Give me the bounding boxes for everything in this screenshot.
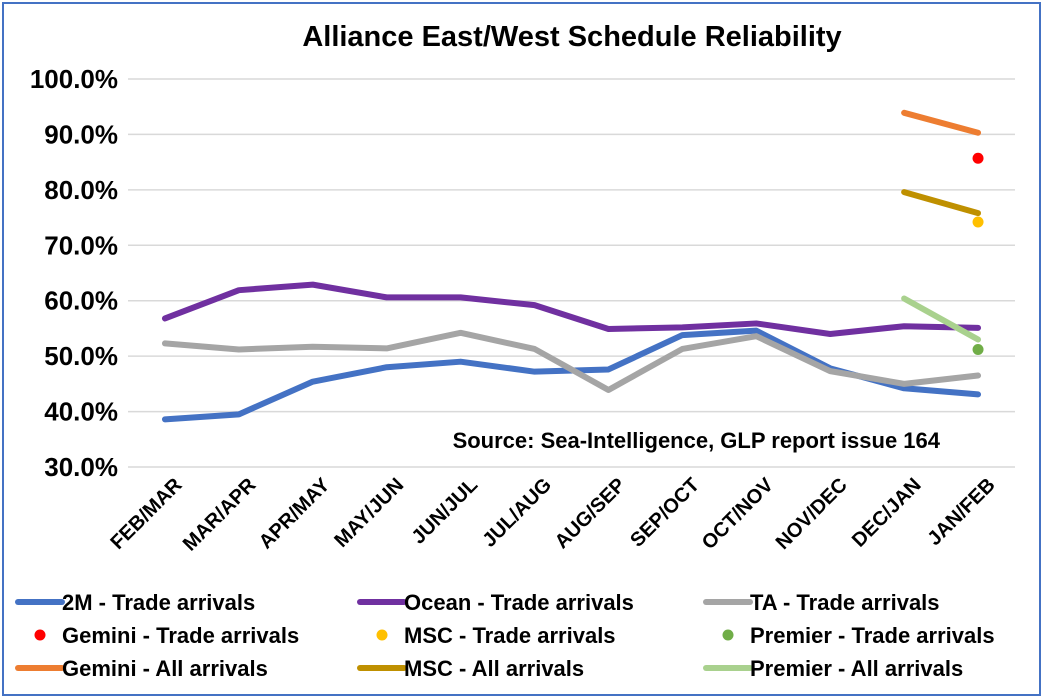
- legend-label: Premier - Trade arrivals: [750, 623, 995, 648]
- y-tick-label: 50.0%: [44, 341, 118, 371]
- legend-item: Gemini - All arrivals: [15, 656, 268, 681]
- x-tick-label: JUN/JUL: [408, 474, 483, 549]
- x-tick-label: APR/MAY: [255, 474, 335, 554]
- x-tick-label: DEC/JAN: [848, 474, 926, 552]
- legend-item: Premier - All arrivals: [703, 656, 963, 681]
- series-line: [161, 281, 982, 337]
- legend-label: Gemini - Trade arrivals: [62, 623, 299, 648]
- y-axis-ticks: 30.0% 40.0% 50.0% 60.0% 70.0% 80.0% 90.0% 100.0…: [30, 64, 118, 482]
- legend-label: MSC - Trade arrivals: [404, 623, 616, 648]
- y-tick-label: 70.0%: [44, 230, 118, 260]
- x-tick-label: MAY/JUN: [330, 474, 408, 552]
- series-line: [161, 329, 982, 393]
- series-group: [161, 109, 984, 423]
- legend-item: MSC - All arrivals: [357, 656, 584, 681]
- legend-label: 2M - Trade arrivals: [62, 590, 255, 615]
- y-tick-label: 100.0%: [30, 64, 118, 94]
- legend-item: 2M - Trade arrivals: [15, 590, 255, 615]
- series-premier-trade-arrivals: [972, 343, 984, 355]
- x-tick-label: OCT/NOV: [698, 474, 778, 554]
- legend-swatch-marker: [376, 629, 388, 641]
- series-ta-trade-arrivals: [161, 329, 982, 393]
- series-line: [901, 295, 982, 343]
- series-msc-trade-arrivals: [972, 216, 984, 228]
- legend-item: TA - Trade arrivals: [703, 590, 940, 615]
- series-line: [901, 189, 982, 217]
- x-tick-label: FEB/MAR: [107, 474, 187, 554]
- data-point: [972, 343, 984, 355]
- x-tick-label: JAN/FEB: [924, 474, 1000, 550]
- series-line: [901, 109, 982, 136]
- y-tick-label: 90.0%: [44, 119, 118, 149]
- legend-swatch-marker: [34, 629, 46, 641]
- x-tick-label: NOV/DEC: [772, 474, 852, 554]
- legend-label: MSC - All arrivals: [404, 656, 584, 681]
- gridlines: [128, 78, 1015, 468]
- data-point: [972, 152, 984, 164]
- data-point: [972, 216, 984, 228]
- series-gemini-trade-arrivals: [972, 152, 984, 164]
- x-tick-label: MAR/APR: [179, 474, 261, 556]
- y-tick-label: 60.0%: [44, 286, 118, 316]
- legend-label: Premier - All arrivals: [750, 656, 963, 681]
- series-premier-all-arrivals: [901, 295, 982, 343]
- series-gemini-all-arrivals: [901, 109, 982, 136]
- legend-item: MSC - Trade arrivals: [376, 623, 616, 648]
- series-ocean-trade-arrivals: [161, 281, 982, 337]
- legend-swatch-marker: [722, 629, 734, 641]
- legend-label: Gemini - All arrivals: [62, 656, 268, 681]
- legend-item: Gemini - Trade arrivals: [34, 623, 299, 648]
- y-tick-label: 40.0%: [44, 397, 118, 427]
- y-tick-label: 80.0%: [44, 175, 118, 205]
- y-tick-label: 30.0%: [44, 452, 118, 482]
- legend-item: Premier - Trade arrivals: [722, 623, 995, 648]
- chart-title: Alliance East/West Schedule Reliability: [302, 21, 841, 53]
- x-tick-label: AUG/SEP: [551, 474, 630, 553]
- legend: 2M - Trade arrivals Ocean - Trade arrival…: [15, 590, 995, 681]
- source-annotation: Source: Sea-Intelligence, GLP report iss…: [453, 428, 941, 453]
- series-msc-all-arrivals: [901, 189, 982, 217]
- x-tick-label: JUL/AUG: [478, 474, 556, 552]
- legend-label: TA - Trade arrivals: [750, 590, 940, 615]
- legend-item: Ocean - Trade arrivals: [357, 590, 634, 615]
- legend-label: Ocean - Trade arrivals: [404, 590, 634, 615]
- x-tick-label: SEP/OCT: [626, 474, 704, 552]
